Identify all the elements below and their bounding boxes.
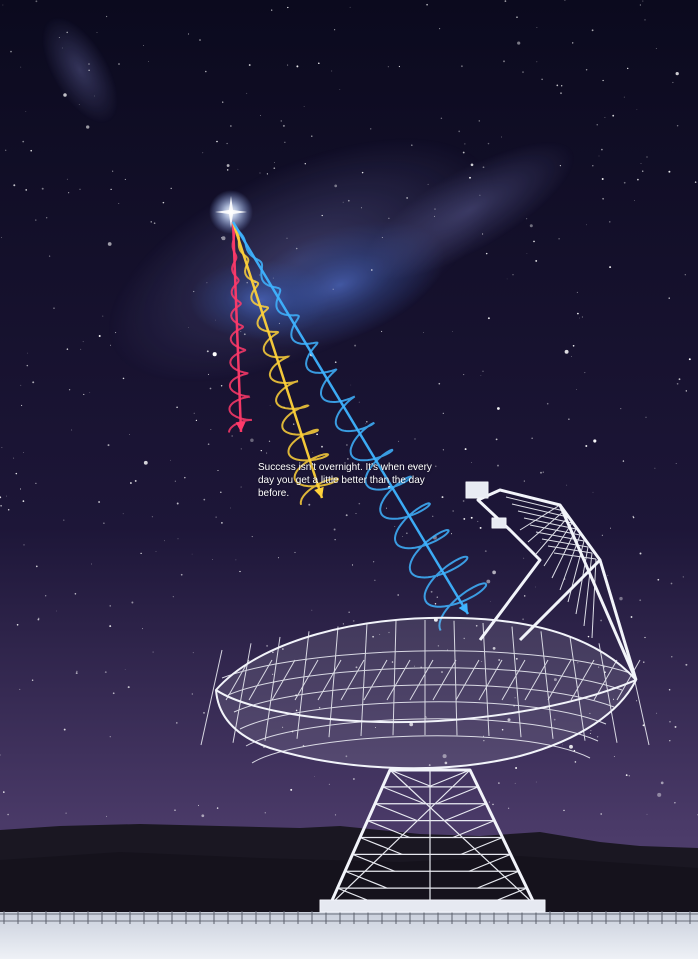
milky-way (41, 16, 576, 384)
starfield (0, 0, 698, 818)
radio-telescope (200, 481, 650, 913)
radio-beams (228, 221, 488, 631)
inspirational-quote: Success isn't overnight. It's when every… (258, 462, 432, 499)
snowy-ground (0, 912, 698, 959)
